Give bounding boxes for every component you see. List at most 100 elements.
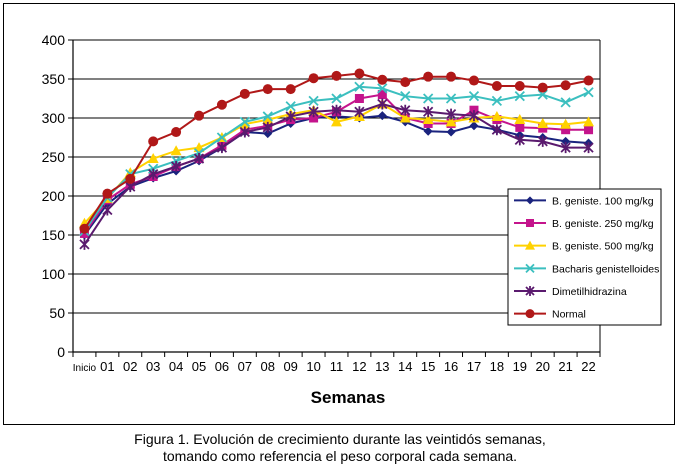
data-point: [285, 84, 296, 95]
data-point: [400, 77, 411, 88]
x-tick-label: Inicio: [73, 363, 97, 374]
x-tick-label: 12: [352, 359, 366, 374]
data-point: [216, 142, 228, 154]
data-point: [79, 223, 90, 234]
x-tick-label: 07: [238, 359, 252, 374]
data-point: [446, 127, 456, 137]
x-tick-label: 09: [283, 359, 297, 374]
data-point: [377, 74, 388, 85]
x-tick-label: 19: [513, 359, 527, 374]
y-tick-label: 250: [42, 149, 66, 165]
data-point: [538, 123, 548, 133]
data-point: [262, 111, 273, 122]
data-point: [354, 81, 365, 92]
series-lines: [78, 68, 595, 250]
data-point: [148, 168, 159, 180]
data-point: [377, 111, 387, 121]
y-tick-label: 200: [42, 188, 66, 204]
x-tick-label: 08: [261, 359, 275, 374]
series-5: [79, 98, 594, 250]
data-point: [285, 110, 296, 122]
data-point: [468, 110, 480, 122]
data-point: [445, 108, 457, 120]
data-point: [308, 106, 319, 118]
data-point: [262, 121, 273, 133]
data-point: [399, 112, 411, 123]
data-point: [216, 99, 227, 110]
figure-caption: Figura 1. Evolución de crecimiento duran…: [0, 431, 680, 465]
data-point: [423, 126, 433, 136]
data-point: [491, 95, 503, 106]
legend-entry: B. geniste. 500 mg/kg: [514, 240, 654, 253]
data-point: [491, 81, 502, 92]
caption-line-1: Figura 1. Evolución de crecimiento duran…: [134, 431, 546, 447]
data-point: [537, 82, 548, 93]
chart-frame: 0 50 100 150 200 250 300 350 400 Inicio 01 02 03 04 05…: [3, 3, 675, 425]
legend-entry: B. geniste. 250 mg/kg: [514, 218, 654, 230]
data-point: [285, 101, 296, 112]
data-point: [445, 93, 457, 104]
data-point: [560, 80, 571, 91]
legend-label: B. geniste. 100 mg/kg: [552, 195, 654, 207]
y-tick-label: 400: [42, 32, 66, 48]
legend-label: Normal: [552, 309, 586, 321]
data-point: [422, 114, 434, 125]
y-tick-label: 0: [57, 344, 65, 360]
y-tick-label: 300: [42, 110, 66, 126]
x-tick-label: 10: [306, 359, 320, 374]
x-tick-label: 22: [581, 359, 595, 374]
legend-entry: B. geniste. 100 mg/kg: [514, 195, 654, 207]
data-point: [331, 116, 342, 127]
x-tick-label: 02: [123, 359, 137, 374]
series-6: [79, 68, 594, 234]
data-point: [525, 309, 535, 319]
data-point: [537, 117, 549, 128]
caption-line-2: tomando como referencia el peso corporal…: [162, 448, 518, 464]
data-point: [515, 122, 525, 132]
data-point: [423, 93, 434, 104]
data-point: [239, 116, 250, 128]
data-point: [239, 118, 251, 129]
series-3: [78, 98, 595, 228]
data-point: [584, 125, 594, 135]
data-point: [514, 134, 525, 146]
legend-box: [507, 188, 662, 326]
legend-entry: Dimetilhidrazina: [514, 286, 627, 298]
data-point: [193, 153, 205, 165]
data-point: [102, 204, 113, 216]
data-point: [583, 116, 595, 127]
data-point: [79, 238, 90, 250]
data-point: [170, 160, 182, 172]
x-tick-label: 16: [444, 359, 458, 374]
data-point: [491, 124, 503, 136]
data-point: [263, 129, 273, 139]
data-point: [216, 132, 228, 143]
x-tick-label: 14: [398, 359, 412, 374]
x-tick-label: 11: [330, 359, 344, 374]
data-point: [468, 91, 480, 102]
data-point: [468, 75, 479, 86]
data-point: [400, 104, 411, 116]
x-tick-label: 04: [169, 359, 183, 374]
x-tick-label: 20: [535, 359, 549, 374]
data-point: [171, 127, 182, 138]
x-tick-label: 06: [215, 359, 229, 374]
data-point: [445, 116, 457, 127]
x-tick-label: 18: [490, 359, 504, 374]
x-axis-label: Semanas: [311, 388, 386, 407]
data-point: [194, 110, 205, 121]
data-point: [354, 106, 365, 118]
data-point: [377, 98, 388, 110]
y-tick-label: 150: [42, 227, 66, 243]
data-point: [308, 73, 319, 84]
data-point: [400, 91, 411, 102]
data-point: [170, 145, 182, 156]
legend-label: Bacharis genistelloides: [552, 263, 659, 275]
x-tick-label: 03: [146, 359, 160, 374]
data-point: [377, 83, 388, 94]
data-point: [525, 263, 535, 273]
data-point: [147, 153, 159, 164]
data-point: [377, 90, 387, 100]
y-tick-label: 50: [49, 305, 65, 321]
data-point: [561, 125, 571, 135]
